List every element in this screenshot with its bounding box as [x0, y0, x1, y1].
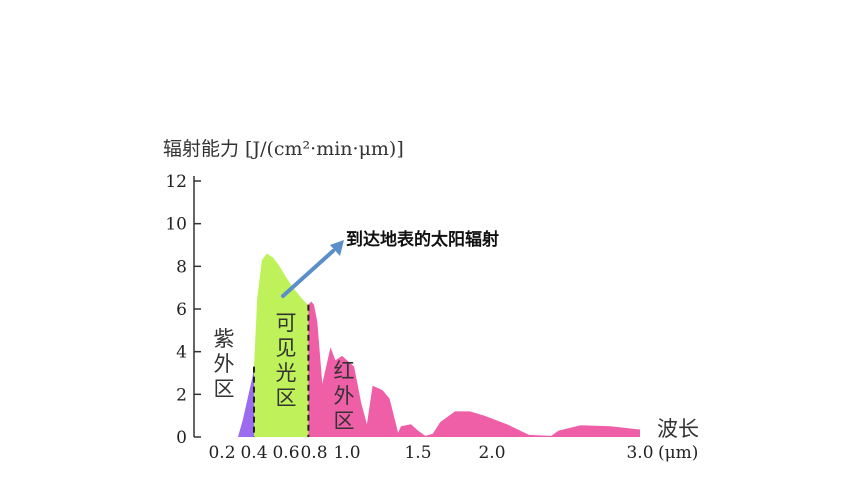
annotation-arrow-shaft [281, 249, 335, 298]
y-axis-ticks: 0 2 4 6 8 10 12 [165, 172, 201, 448]
x-tick-label: 1.5 [404, 443, 431, 463]
region-boundaries [253, 304, 310, 437]
area-uv [222, 366, 254, 437]
region-label-ir-char: 外 [334, 384, 355, 408]
y-tick-label: 6 [176, 300, 187, 320]
y-tick-label: 4 [176, 343, 187, 363]
y-tick-label: 10 [165, 215, 187, 235]
x-tick-label: 2.0 [478, 443, 505, 463]
y-tick-label: 2 [176, 385, 187, 405]
x-tick-label: 1.0 [333, 443, 360, 463]
area-ir [308, 301, 640, 437]
region-label-ir-char: 区 [334, 409, 355, 433]
x-tick-label: 3.0 [626, 443, 653, 463]
x-tick-label: 0.4 [240, 443, 267, 463]
x-tick-label: 0.2 [208, 443, 235, 463]
x-tick-label: 0.6 [272, 443, 299, 463]
region-label-uv-char: 区 [214, 377, 235, 401]
area-visible [254, 253, 309, 437]
y-tick-label: 0 [176, 428, 187, 448]
region-label-visible-char: 可 [276, 311, 297, 335]
region-label-visible-char: 光 [276, 361, 297, 385]
region-label-uv-char: 紫 [214, 327, 235, 351]
region-label-ir-char: 红 [334, 359, 355, 383]
region-label-visible-char: 区 [276, 386, 297, 410]
annotation-arrow-head [330, 240, 344, 256]
region-label-uv-char: 外 [214, 352, 235, 376]
annotation-label: 到达地表的太阳辐射 [346, 229, 499, 250]
y-tick-label: 12 [165, 172, 187, 192]
radiation-area [222, 253, 640, 437]
x-axis-title: 波长 [657, 417, 699, 441]
region-label-visible-char: 见 [276, 336, 297, 360]
x-axis-unit: (μm) [658, 443, 698, 463]
x-tick-label: 0.8 [300, 443, 327, 463]
y-axis-title: 辐射能力 [J/(cm²·min·μm)] [163, 138, 404, 160]
x-axis-ticks: 0.2 0.4 0.6 0.8 1.0 1.5 2.0 3.0 (μm) [208, 443, 698, 463]
y-tick-label: 8 [176, 257, 187, 277]
